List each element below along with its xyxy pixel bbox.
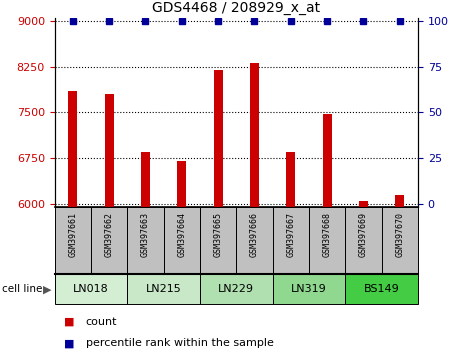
- Title: GDS4468 / 208929_x_at: GDS4468 / 208929_x_at: [152, 1, 320, 15]
- Bar: [286, 152, 295, 207]
- Text: GSM397664: GSM397664: [177, 212, 186, 257]
- Text: GSM397662: GSM397662: [104, 212, 114, 257]
- Bar: [395, 195, 404, 207]
- Bar: [345, 207, 381, 274]
- Text: GSM397663: GSM397663: [141, 212, 150, 257]
- Bar: [250, 63, 259, 207]
- Bar: [127, 274, 200, 304]
- Bar: [359, 201, 368, 207]
- Text: LN229: LN229: [218, 284, 254, 295]
- Text: ■: ■: [64, 317, 75, 327]
- Text: BS149: BS149: [364, 284, 399, 295]
- Bar: [214, 70, 223, 207]
- Text: GSM397667: GSM397667: [286, 212, 295, 257]
- Bar: [55, 207, 91, 274]
- Text: LN319: LN319: [291, 284, 327, 295]
- Bar: [104, 94, 114, 207]
- Text: count: count: [86, 317, 117, 327]
- Bar: [237, 207, 273, 274]
- Bar: [177, 161, 186, 207]
- Text: GSM397665: GSM397665: [214, 212, 223, 257]
- Text: GSM397669: GSM397669: [359, 212, 368, 257]
- Bar: [273, 274, 345, 304]
- Text: cell line: cell line: [2, 284, 43, 294]
- Text: ▶: ▶: [43, 284, 51, 294]
- Bar: [163, 207, 200, 274]
- Bar: [200, 274, 273, 304]
- Text: ■: ■: [64, 338, 75, 348]
- Text: GSM397661: GSM397661: [68, 212, 77, 257]
- Bar: [200, 207, 237, 274]
- Bar: [309, 207, 345, 274]
- Text: percentile rank within the sample: percentile rank within the sample: [86, 338, 274, 348]
- Bar: [68, 91, 77, 207]
- Bar: [345, 274, 418, 304]
- Bar: [141, 152, 150, 207]
- Bar: [381, 207, 418, 274]
- Bar: [127, 207, 163, 274]
- Bar: [273, 207, 309, 274]
- Bar: [91, 207, 127, 274]
- Text: GSM397668: GSM397668: [323, 212, 332, 257]
- Text: LN018: LN018: [73, 284, 109, 295]
- Text: LN215: LN215: [146, 284, 181, 295]
- Bar: [323, 114, 332, 207]
- Text: GSM397666: GSM397666: [250, 212, 259, 257]
- Bar: [55, 274, 127, 304]
- Text: GSM397670: GSM397670: [395, 212, 404, 257]
